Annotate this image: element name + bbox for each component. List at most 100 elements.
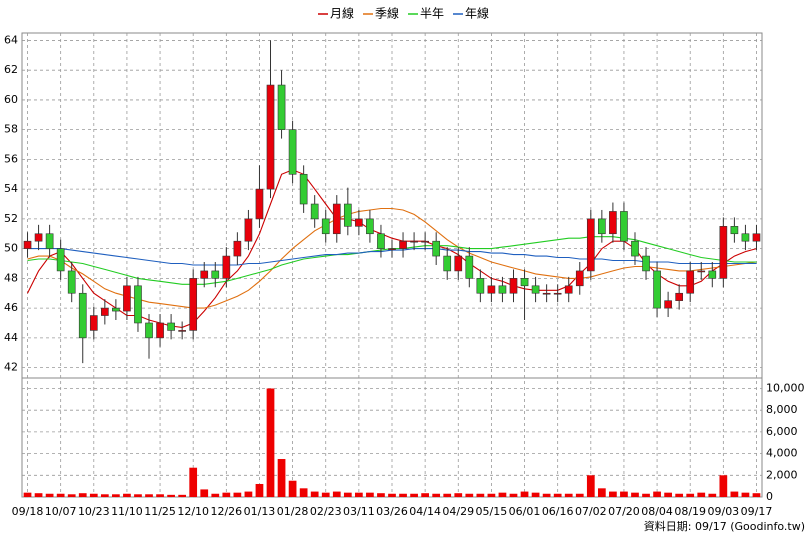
candle-body: [465, 255, 474, 279]
volume-bar: [686, 493, 695, 497]
volume-bar: [233, 492, 242, 497]
candle-body: [343, 203, 352, 227]
candle-body: [575, 270, 584, 287]
x-tick-label: 03/26: [376, 505, 408, 518]
x-tick-label: 02/23: [310, 505, 342, 518]
candle-body: [542, 292, 551, 295]
x-tick-label: 12/10: [177, 505, 209, 518]
candle-body: [653, 270, 661, 309]
candle-body: [200, 270, 209, 279]
volume-tick-label: 0: [766, 490, 773, 503]
candle-body: [255, 188, 264, 220]
volume-bar: [288, 480, 297, 497]
candle-body: [686, 270, 695, 294]
volume-bar: [45, 493, 54, 497]
x-tick-label: 11/25: [144, 505, 176, 518]
candle-body: [432, 240, 441, 257]
candle-body: [421, 240, 429, 243]
volume-bar: [476, 493, 485, 497]
candle-body: [697, 270, 706, 273]
volume-bar: [697, 492, 706, 497]
candle-body: [487, 285, 496, 294]
volume-bar: [23, 492, 32, 497]
candle-body: [89, 315, 98, 331]
candle-body: [675, 292, 683, 301]
candle-body: [156, 322, 164, 339]
volume-bar: [189, 467, 198, 497]
volume-bar: [509, 493, 518, 497]
volume-bar: [332, 491, 341, 497]
volume-bar: [553, 493, 562, 497]
volume-bar: [156, 494, 164, 497]
candle-body: [443, 255, 452, 272]
volume-bar: [343, 492, 352, 497]
plot-frame: [21, 32, 763, 498]
volume-bar: [112, 494, 120, 497]
legend-label: 年線: [465, 6, 489, 21]
volume-bar: [421, 493, 429, 497]
candle-body: [520, 278, 529, 287]
x-tick-label: 09/17: [741, 505, 773, 518]
candle-body: [708, 270, 717, 279]
x-tick-label: 11/10: [111, 505, 143, 518]
volume-bar: [719, 475, 728, 497]
volume-bar: [145, 494, 153, 497]
candle-body: [34, 233, 43, 242]
x-tick-label: 10/23: [78, 505, 110, 518]
volume-bar: [222, 492, 231, 497]
volume-bar: [277, 459, 286, 497]
volume-bar: [388, 493, 396, 497]
volume-bar: [410, 493, 418, 497]
candle-body: [112, 307, 120, 312]
candle-body: [134, 285, 142, 324]
volume-bar: [178, 494, 187, 497]
volume-bar: [443, 493, 452, 497]
volume-bar: [255, 483, 264, 497]
volume-bar: [564, 493, 573, 497]
candle-body: [332, 203, 341, 235]
volume-bar: [653, 491, 661, 497]
candle-body: [189, 278, 198, 331]
x-tick-label: 08/04: [641, 505, 673, 518]
volume-bar: [597, 488, 606, 497]
source-note: 資料日期: 09/17 (Goodinfo.tw): [644, 519, 805, 533]
volume-bar: [752, 493, 761, 497]
candle-body: [454, 255, 463, 272]
candle-body: [598, 218, 606, 235]
candle-body: [730, 226, 739, 235]
y-tick-label: 64: [4, 33, 18, 46]
x-tick-label: 09/18: [12, 505, 44, 518]
volume-bar: [730, 491, 739, 497]
candle-body: [299, 173, 308, 205]
x-tick-label: 03/11: [343, 505, 375, 518]
volume-bar: [321, 492, 330, 497]
candle-body: [620, 211, 628, 242]
candle-body: [564, 285, 573, 294]
candle-body: [288, 129, 297, 175]
volume-bar: [465, 493, 474, 497]
legend: 月線 季線 半年 年線: [318, 6, 489, 21]
volume-bar: [266, 388, 275, 497]
moving-average-line: [27, 207, 757, 309]
volume-bar: [211, 493, 220, 497]
volume-bar: [78, 493, 87, 497]
y-tick-label: 60: [4, 93, 18, 106]
volume-bar: [67, 494, 76, 497]
candle-body: [642, 255, 650, 272]
x-tick-label: 04/14: [409, 505, 441, 518]
volume-bar: [708, 493, 717, 497]
x-tick-label: 04/29: [442, 505, 474, 518]
candle-body: [78, 292, 87, 339]
x-tick-label: 01/13: [244, 505, 276, 518]
candle-body: [399, 240, 407, 249]
volume-bar: [399, 493, 407, 497]
candle-body: [509, 278, 518, 294]
candle-body: [410, 240, 418, 243]
candle-body: [664, 300, 672, 309]
volume-bar: [366, 492, 374, 497]
y-tick-label: 44: [4, 331, 18, 344]
candle-body: [388, 248, 396, 250]
legend-label: 月線: [330, 6, 354, 21]
volume-bar: [244, 491, 253, 497]
